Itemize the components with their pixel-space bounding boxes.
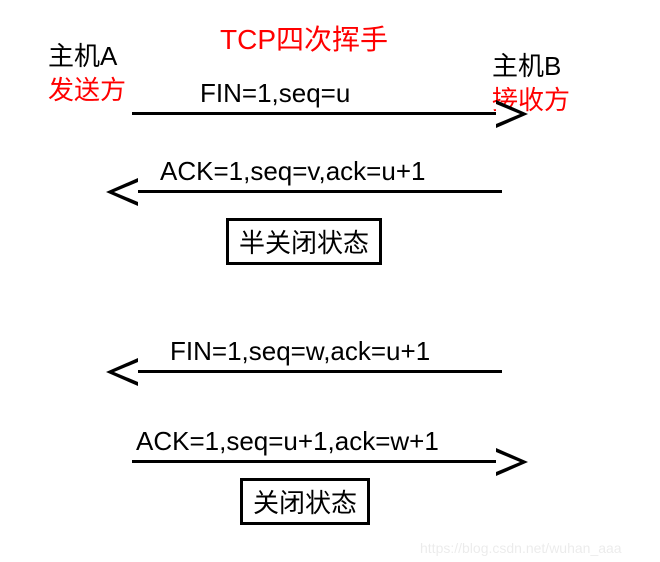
host-b-label: 主机B	[492, 46, 561, 83]
arrow-3-line	[132, 370, 502, 373]
arrow-1-label: FIN=1,seq=u	[200, 78, 350, 109]
arrow-1-head	[496, 100, 528, 128]
arrow-4-line	[132, 460, 502, 463]
arrow-2-label: ACK=1,seq=v,ack=u+1	[160, 156, 425, 187]
state-closed: 关闭状态	[240, 478, 370, 525]
arrow-2-head	[106, 178, 138, 206]
host-a-role: 发送方	[48, 70, 126, 107]
arrow-1-line	[132, 112, 502, 115]
state-half-closed: 半关闭状态	[226, 218, 382, 265]
arrow-3-label: FIN=1,seq=w,ack=u+1	[170, 336, 430, 367]
arrow-2-line	[132, 190, 502, 193]
diagram-title: TCP四次挥手	[220, 18, 388, 58]
arrow-4-head	[496, 448, 528, 476]
host-a-label: 主机A	[48, 36, 117, 73]
arrow-4-label: ACK=1,seq=u+1,ack=w+1	[136, 426, 439, 457]
arrow-3-head	[106, 358, 138, 386]
watermark: https://blog.csdn.net/wuhan_aaa	[420, 540, 622, 556]
